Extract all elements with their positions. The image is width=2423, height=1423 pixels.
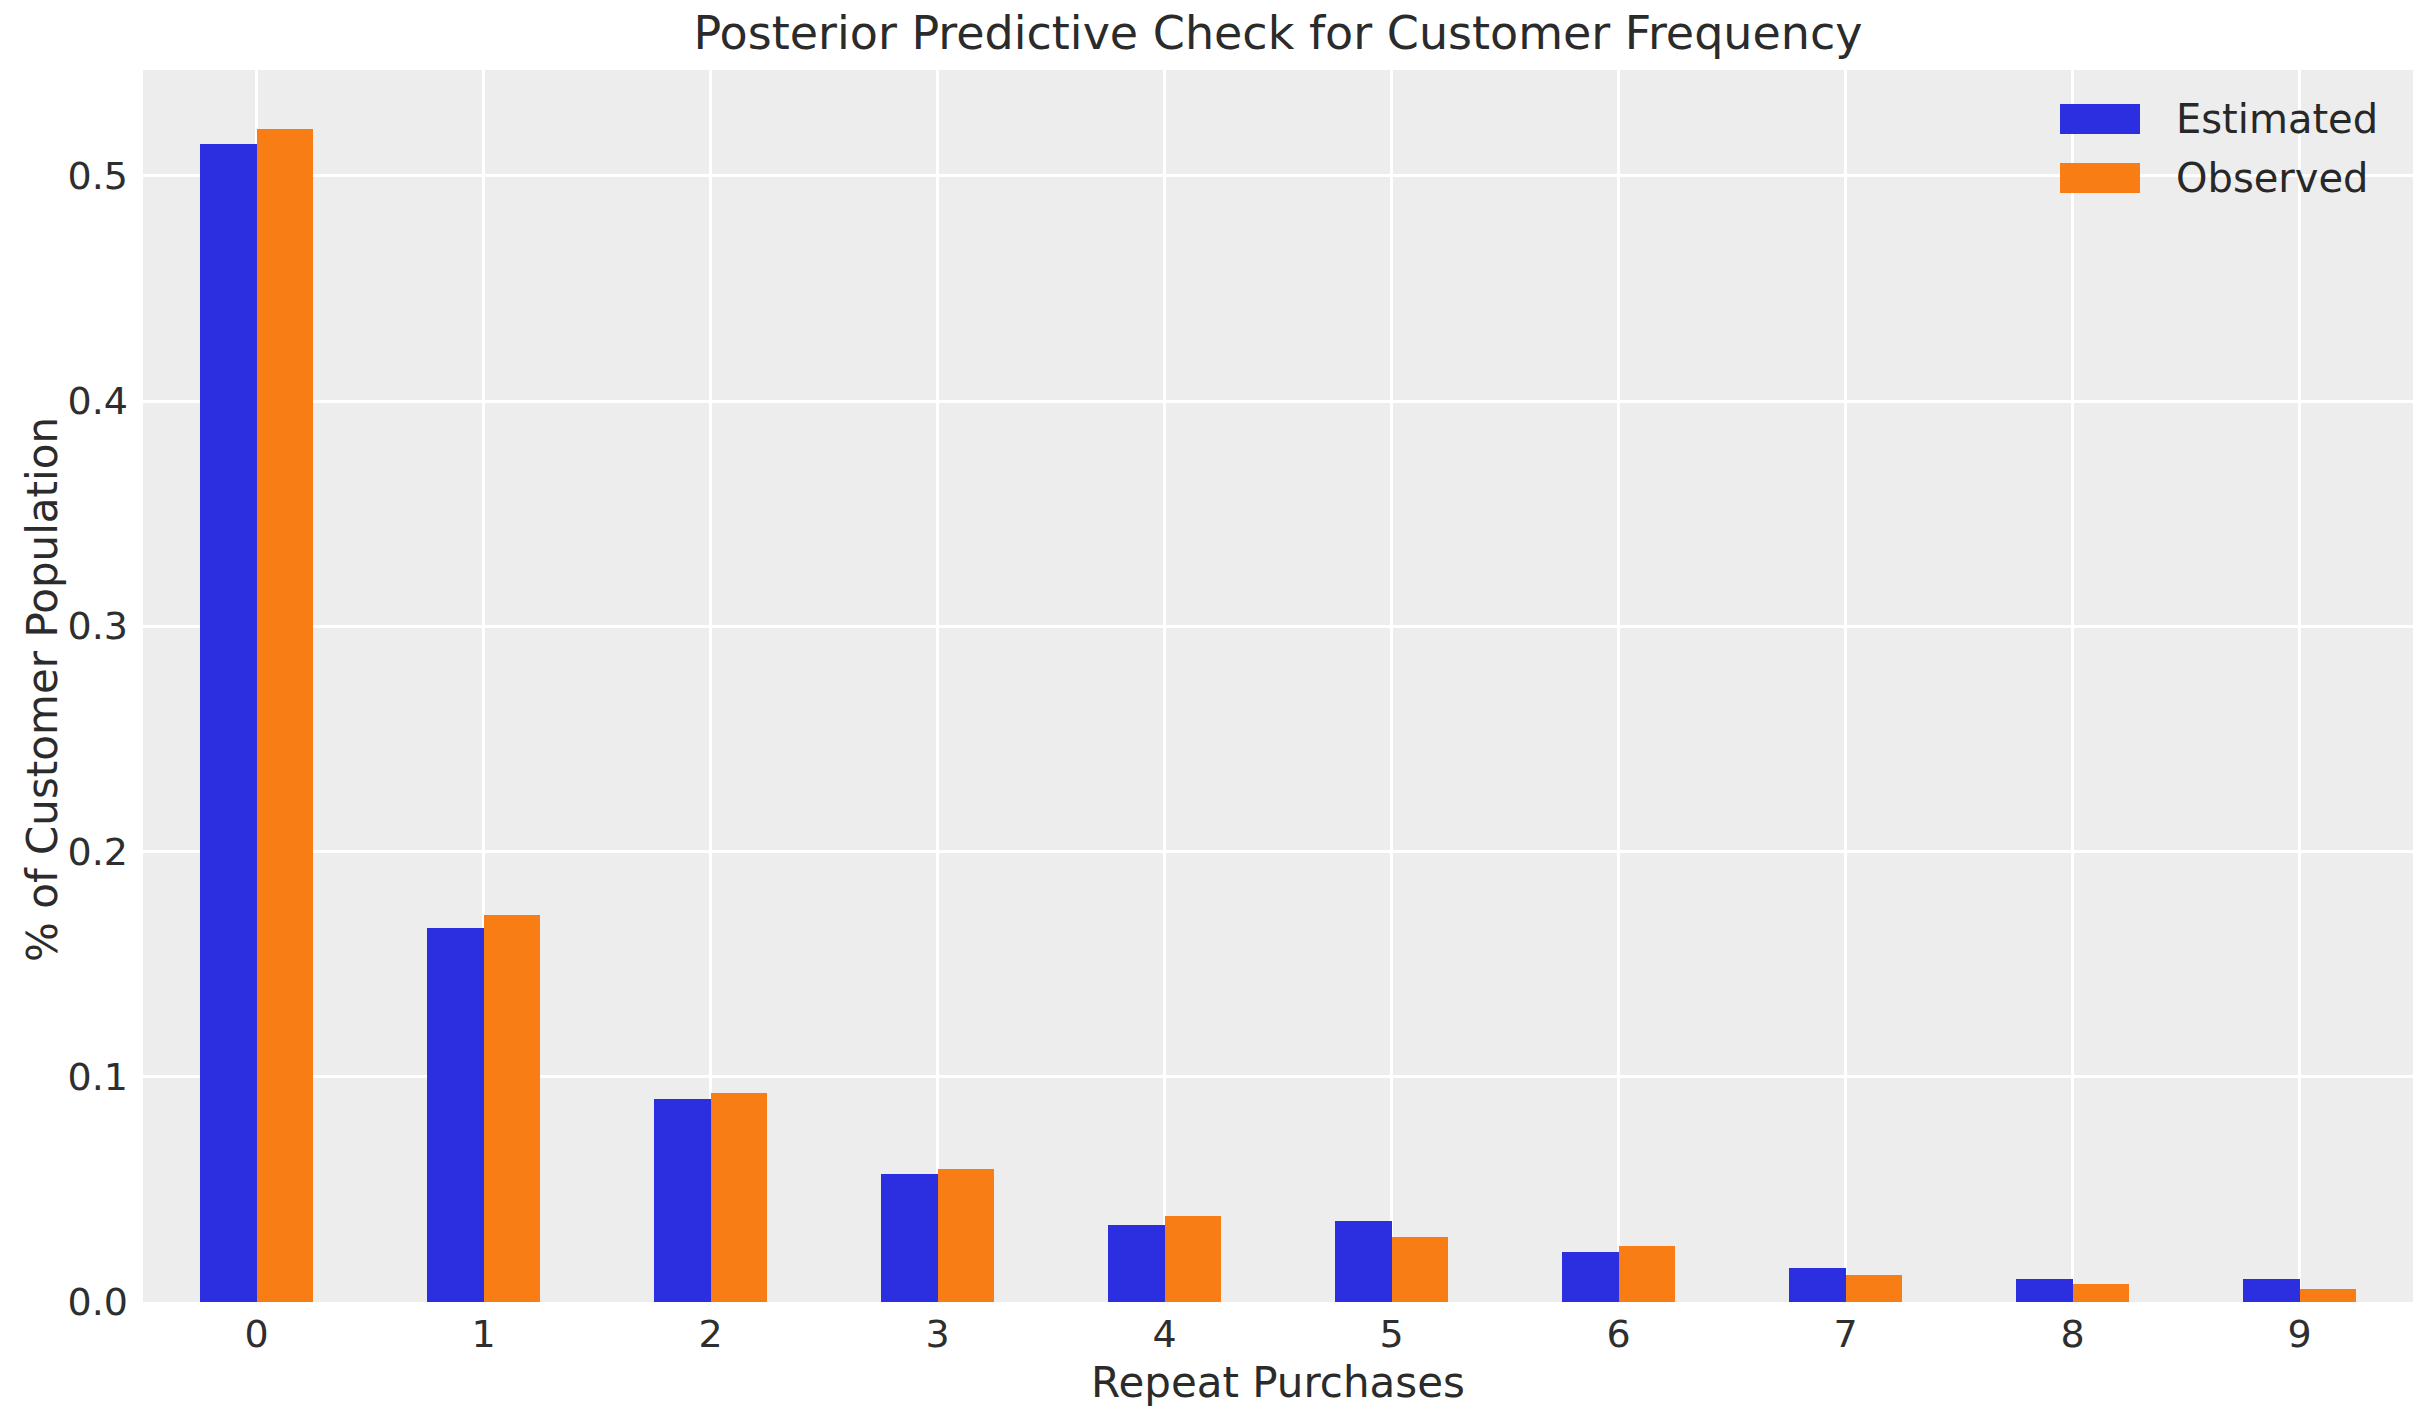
y-tick-label: 0.0: [0, 1280, 128, 1324]
bar-observed-8: [2073, 1284, 2130, 1302]
bar-estimated-6: [1562, 1252, 1619, 1302]
x-tick-label: 7: [1766, 1312, 1926, 1356]
v-gridline-5: [1390, 70, 1393, 1302]
y-axis-label: % of Customer Population: [18, 380, 67, 1000]
x-tick-label: 3: [858, 1312, 1018, 1356]
v-gridline-8: [2071, 70, 2074, 1302]
bar-observed-0: [257, 129, 314, 1302]
legend-item-estimated: Estimated: [2060, 96, 2378, 142]
y-tick-label: 0.5: [0, 154, 128, 198]
x-axis-label: Repeat Purchases: [143, 1358, 2413, 1407]
bar-estimated-9: [2243, 1279, 2300, 1302]
x-tick-label: 9: [2220, 1312, 2380, 1356]
bar-observed-5: [1392, 1237, 1449, 1302]
bar-estimated-2: [654, 1099, 711, 1302]
legend: Estimated Observed: [2060, 96, 2378, 214]
legend-swatch-estimated: [2060, 104, 2140, 134]
bar-observed-6: [1619, 1246, 1676, 1302]
bar-estimated-7: [1789, 1268, 1846, 1302]
bar-observed-4: [1165, 1216, 1222, 1302]
bar-estimated-8: [2016, 1279, 2073, 1302]
y-tick-label: 0.3: [0, 604, 128, 648]
v-gridline-4: [1163, 70, 1166, 1302]
x-tick-label: 4: [1085, 1312, 1245, 1356]
bar-estimated-1: [427, 928, 484, 1302]
y-tick-label: 0.1: [0, 1055, 128, 1099]
bar-observed-1: [484, 915, 541, 1302]
legend-item-observed: Observed: [2060, 155, 2378, 201]
y-tick-label: 0.4: [0, 379, 128, 423]
legend-label: Estimated: [2176, 96, 2378, 142]
bar-observed-9: [2300, 1289, 2357, 1303]
plot-area: [143, 70, 2413, 1302]
v-gridline-6: [1617, 70, 1620, 1302]
bar-observed-2: [711, 1093, 768, 1302]
x-tick-label: 8: [1993, 1312, 2153, 1356]
chart-title: Posterior Predictive Check for Customer …: [143, 6, 2413, 60]
x-tick-label: 2: [631, 1312, 791, 1356]
v-gridline-7: [1844, 70, 1847, 1302]
bar-estimated-4: [1108, 1225, 1165, 1302]
x-tick-label: 1: [404, 1312, 564, 1356]
x-tick-label: 5: [1312, 1312, 1472, 1356]
v-gridline-9: [2298, 70, 2301, 1302]
legend-swatch-observed: [2060, 163, 2140, 193]
y-tick-label: 0.2: [0, 830, 128, 874]
bar-observed-3: [938, 1169, 995, 1302]
bar-estimated-5: [1335, 1221, 1392, 1302]
x-tick-label: 6: [1539, 1312, 1699, 1356]
legend-label: Observed: [2176, 155, 2368, 201]
bar-estimated-0: [200, 144, 257, 1302]
x-tick-label: 0: [177, 1312, 337, 1356]
v-gridline-3: [936, 70, 939, 1302]
bar-estimated-3: [881, 1174, 938, 1302]
bar-observed-7: [1846, 1275, 1903, 1302]
figure: Posterior Predictive Check for Customer …: [0, 0, 2423, 1423]
